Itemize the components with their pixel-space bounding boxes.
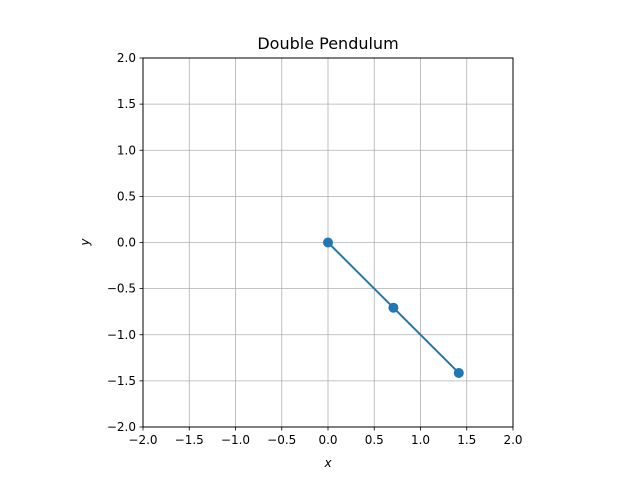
y-tick-label: 0.0 bbox=[117, 236, 136, 250]
x-tick-label: −0.5 bbox=[267, 433, 296, 447]
x-axis-label: x bbox=[323, 456, 332, 470]
y-tick-label: −1.0 bbox=[107, 328, 136, 342]
tick-marks bbox=[139, 57, 514, 431]
y-tick-label: 2.0 bbox=[117, 51, 136, 65]
y-tick-label: 0.5 bbox=[117, 189, 136, 203]
x-tick-label: −1.5 bbox=[175, 433, 204, 447]
y-tick-label: −1.5 bbox=[107, 374, 136, 388]
pendulum-bob-marker bbox=[453, 367, 464, 378]
x-tick-label: 2.0 bbox=[503, 433, 522, 447]
x-tick-label: −2.0 bbox=[128, 433, 157, 447]
x-tick-labels: −2.0 −1.5 −1.0 −0.5 0.0 0.5 1.0 1.5 2.0 bbox=[128, 433, 522, 447]
x-tick-label: 0.0 bbox=[318, 433, 337, 447]
y-tick-label: 1.5 bbox=[117, 97, 136, 111]
pendulum-bob-marker bbox=[388, 302, 399, 313]
x-tick-label: −1.0 bbox=[221, 433, 250, 447]
pivot-point-marker bbox=[323, 237, 333, 248]
y-tick-labels: −2.0 −1.5 −1.0 −0.5 0.0 0.5 1.0 1.5 2.0 bbox=[107, 51, 136, 434]
x-tick-label: 0.5 bbox=[365, 433, 384, 447]
series-layer bbox=[323, 237, 464, 378]
y-axis-label: y bbox=[78, 238, 92, 247]
y-tick-label: −2.0 bbox=[107, 420, 136, 434]
x-tick-label: 1.5 bbox=[457, 433, 476, 447]
y-tick-label: −0.5 bbox=[107, 282, 136, 296]
y-tick-label: 1.0 bbox=[117, 143, 136, 157]
chart-title: Double Pendulum bbox=[257, 34, 398, 53]
x-tick-label: 1.0 bbox=[411, 433, 430, 447]
